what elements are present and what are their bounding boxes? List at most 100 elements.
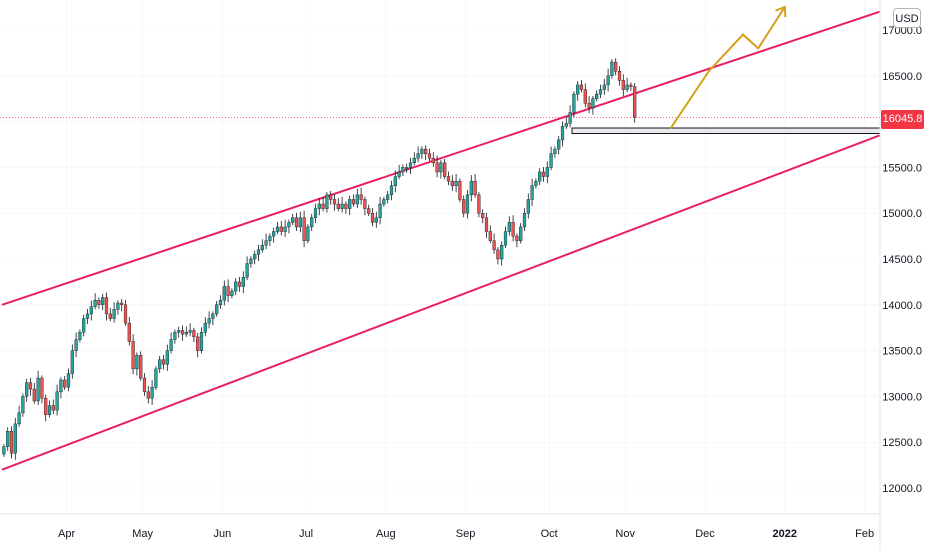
candle-body xyxy=(591,98,595,109)
candle-body xyxy=(272,231,276,237)
candle-body xyxy=(245,263,249,278)
candle-body xyxy=(47,405,52,415)
candle-body xyxy=(621,80,625,90)
candle-body xyxy=(66,373,71,388)
candle-body xyxy=(625,84,629,90)
price-tick-label: 14000.0 xyxy=(882,300,922,312)
candle-body xyxy=(458,180,462,200)
grid xyxy=(0,0,880,514)
candle-body xyxy=(496,249,500,260)
candle-body xyxy=(321,203,325,209)
candle-body xyxy=(298,217,302,228)
candle-body xyxy=(572,93,576,113)
candle-body xyxy=(241,277,245,287)
candle-body xyxy=(222,286,226,301)
candle-body xyxy=(211,313,215,319)
candle-body xyxy=(291,217,295,223)
candle-body xyxy=(154,368,158,388)
channel-line-lower xyxy=(1,134,881,471)
candle-body xyxy=(184,332,188,335)
candle-body xyxy=(104,297,109,315)
candle-body xyxy=(500,245,504,260)
candle-body xyxy=(78,332,82,340)
last-price-label: 16045.8 xyxy=(881,110,924,129)
candle-body xyxy=(336,203,340,209)
candle-body xyxy=(450,180,454,186)
candle-body xyxy=(142,377,147,393)
candle-body xyxy=(120,302,124,305)
candle-body xyxy=(462,199,466,214)
candle-body xyxy=(310,217,314,228)
candle-body xyxy=(507,222,511,232)
candle-body xyxy=(454,180,458,186)
candle-body xyxy=(108,313,112,319)
candle-body xyxy=(279,226,283,232)
candle-body xyxy=(439,162,443,173)
candle-body xyxy=(560,125,565,141)
candle-body xyxy=(401,167,405,173)
time-axis[interactable]: Apr May Jun Jul Aug Sep Oct Nov Dec 2022 Feb xyxy=(58,528,874,540)
candle-body xyxy=(256,249,261,255)
candle-body xyxy=(203,322,207,333)
candle-body xyxy=(617,71,622,81)
candle-body xyxy=(614,61,618,72)
candle-body xyxy=(473,180,477,196)
candle-body xyxy=(17,412,21,425)
time-tick-label: May xyxy=(132,528,153,540)
candle-body xyxy=(427,153,432,159)
projection-layer xyxy=(669,5,787,129)
candle-body xyxy=(374,217,378,223)
candle-body xyxy=(32,388,36,402)
price-tick-label: 13500.0 xyxy=(882,346,922,358)
candle-body xyxy=(139,354,143,379)
currency-button[interactable]: USD xyxy=(893,8,921,28)
candle-body xyxy=(519,226,523,241)
candle-body xyxy=(93,300,97,307)
time-tick-label: Oct xyxy=(541,528,558,540)
candle-body xyxy=(355,194,359,205)
candle-body xyxy=(633,86,637,118)
candle-body xyxy=(36,377,40,402)
price-axis[interactable]: 12000.0 12500.0 13000.0 13500.0 14000.0 14500… xyxy=(882,25,922,495)
candle-body xyxy=(21,396,25,414)
price-tick-label: 15500.0 xyxy=(882,162,922,174)
candle-body xyxy=(116,302,120,310)
candle-body xyxy=(51,405,55,411)
time-tick-label: Aug xyxy=(376,528,396,540)
candle-body xyxy=(503,231,508,246)
candle-body xyxy=(412,158,416,164)
candle-body xyxy=(302,217,306,241)
candle-body xyxy=(526,199,530,214)
candle-body xyxy=(378,203,382,218)
candle-body xyxy=(287,222,291,228)
projection-arrowhead xyxy=(775,5,787,18)
time-tick-label: 2022 xyxy=(773,528,797,540)
candle-body xyxy=(538,171,542,182)
candle-body xyxy=(215,304,219,315)
candle-body xyxy=(28,382,33,390)
candle-body xyxy=(568,112,572,124)
candle-body xyxy=(230,290,234,296)
candle-body xyxy=(348,199,352,209)
candle-body xyxy=(515,235,519,241)
candle-body xyxy=(85,313,90,319)
candle-body xyxy=(363,199,367,209)
candle-body xyxy=(389,185,394,196)
candle-body xyxy=(294,217,299,228)
candle-body xyxy=(564,123,568,127)
candle-body xyxy=(177,330,181,333)
candle-body xyxy=(44,398,48,415)
candles-layer xyxy=(2,58,637,460)
candle-body xyxy=(82,318,86,333)
candle-body xyxy=(435,162,439,173)
candle-body xyxy=(629,84,633,87)
candle-body xyxy=(576,84,580,95)
candle-body xyxy=(97,300,101,306)
candle-body xyxy=(6,431,10,447)
support-zone xyxy=(571,127,881,135)
candle-body xyxy=(253,254,257,260)
candle-body xyxy=(70,350,74,374)
candle-body xyxy=(386,194,390,200)
candle-body xyxy=(63,379,67,388)
